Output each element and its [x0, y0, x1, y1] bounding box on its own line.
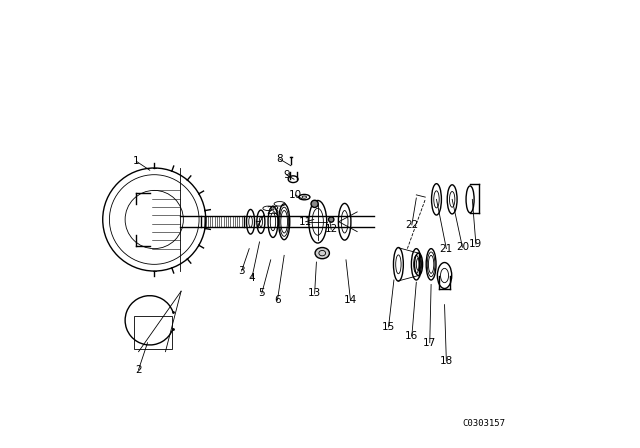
Text: 11: 11 — [299, 217, 312, 227]
Text: 10: 10 — [289, 190, 302, 200]
Text: 3: 3 — [238, 266, 245, 276]
Bar — [134, 316, 172, 349]
Text: 16: 16 — [405, 331, 419, 341]
Text: 17: 17 — [423, 338, 436, 348]
Circle shape — [311, 200, 318, 207]
Text: 13: 13 — [308, 289, 321, 298]
Text: C0303157: C0303157 — [462, 419, 505, 428]
Text: 23: 23 — [266, 206, 280, 215]
Text: 15: 15 — [382, 322, 395, 332]
Text: 5: 5 — [259, 289, 265, 298]
Text: 7: 7 — [254, 221, 260, 231]
Circle shape — [328, 217, 334, 222]
Text: 14: 14 — [344, 295, 357, 305]
Text: 8: 8 — [276, 154, 283, 164]
Text: 20: 20 — [456, 242, 469, 252]
Text: 1: 1 — [133, 156, 140, 166]
Text: 2: 2 — [135, 365, 142, 375]
Text: 21: 21 — [440, 244, 453, 254]
Text: 12: 12 — [324, 224, 338, 234]
Text: 22: 22 — [405, 220, 419, 230]
Text: 6: 6 — [274, 295, 281, 305]
Text: 9: 9 — [283, 170, 290, 180]
Text: 18: 18 — [440, 356, 453, 366]
Text: 4: 4 — [248, 273, 255, 283]
Text: 19: 19 — [469, 239, 483, 249]
Ellipse shape — [315, 247, 330, 259]
